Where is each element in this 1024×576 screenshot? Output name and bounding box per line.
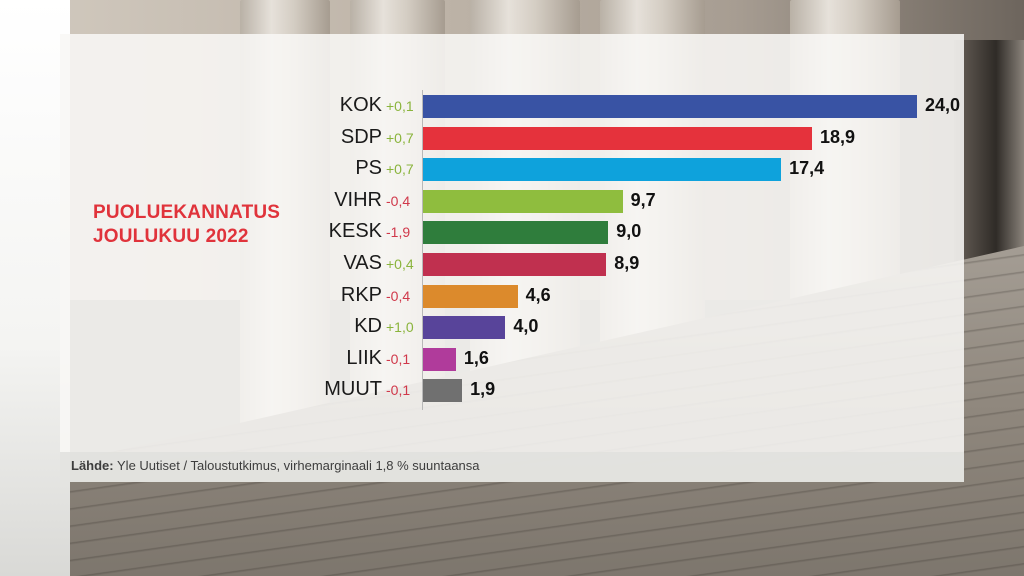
chart-title: PUOLUEKANNATUS JOULUKUU 2022 [93,201,280,249]
bar-row-muut: MUUT -0,1 1,9 [60,374,964,406]
value-label: 4,0 [513,316,539,337]
bar [423,284,518,308]
source-note: Lähde: Yle Uutiset / Taloustutkimus, vir… [60,452,964,482]
bar-row-liik: LIIK -0,1 1,6 [60,343,964,375]
title-line-1: PUOLUEKANNATUS [93,202,281,223]
change-label: +0,7 [386,129,414,146]
source-label: Lähde: [71,458,114,473]
party-label: RKP [340,283,382,306]
bar-row-kd: KD +1,0 4,0 [60,311,964,343]
bar-row-kok: KOK +0,1 24,0 [60,90,964,122]
party-label: MUUT [324,378,382,401]
chart-panel: PUOLUEKANNATUS JOULUKUU 2022 KOK +0,1 24,0… [60,34,964,482]
bar-row-kesk: KESK -1,9 9,0 [60,216,964,248]
bar-row-ps: PS +0,7 17,4 [60,153,964,185]
change-label: -0,1 [386,382,411,399]
sky [0,0,70,576]
bar [423,347,456,371]
change-label: +0,7 [386,161,414,178]
party-label: KESK [328,220,382,243]
value-label: 1,9 [470,379,496,400]
party-label: VAS [343,252,382,274]
bar [423,95,917,118]
change-label: -0,4 [386,287,411,304]
party-label: LIIK [346,346,382,369]
bar [423,316,506,340]
bar [423,189,623,213]
change-label: -0,4 [386,192,411,209]
party-label: VIHR [334,188,382,211]
value-label: 17,4 [789,158,825,179]
title-line-2: JOULUKUU 2022 [93,226,249,247]
value-label: 9,7 [630,189,656,210]
bar [423,379,463,403]
axis-line [422,90,423,410]
change-label: +0,4 [386,256,414,272]
value-label: 1,6 [463,347,489,368]
change-label: +0,1 [386,98,414,114]
value-label: 18,9 [820,126,856,147]
bar [423,253,607,276]
party-label: KOK [339,94,382,116]
bar [423,158,782,182]
bar-row-rkp: RKP -0,4 4,6 [60,280,964,312]
party-label: PS [355,157,382,180]
party-label: KD [354,315,382,338]
source-text: Yle Uutiset / Taloustutkimus, virhemargi… [117,458,480,473]
change-label: -1,9 [386,224,411,241]
value-label: 4,6 [525,284,551,305]
bar-row-vas: VAS +0,4 8,9 [60,248,964,280]
bar [423,126,813,150]
bar-row-vihr: VIHR -0,4 9,7 [60,185,964,217]
value-label: 24,0 [925,95,961,115]
bar [423,221,609,245]
party-label: SDP [340,125,382,148]
value-label: 9,0 [616,221,642,242]
value-label: 8,9 [614,253,640,273]
bar-row-sdp: SDP +0,7 18,9 [60,122,964,154]
change-label: +1,0 [386,319,414,336]
change-label: -0,1 [386,350,411,367]
